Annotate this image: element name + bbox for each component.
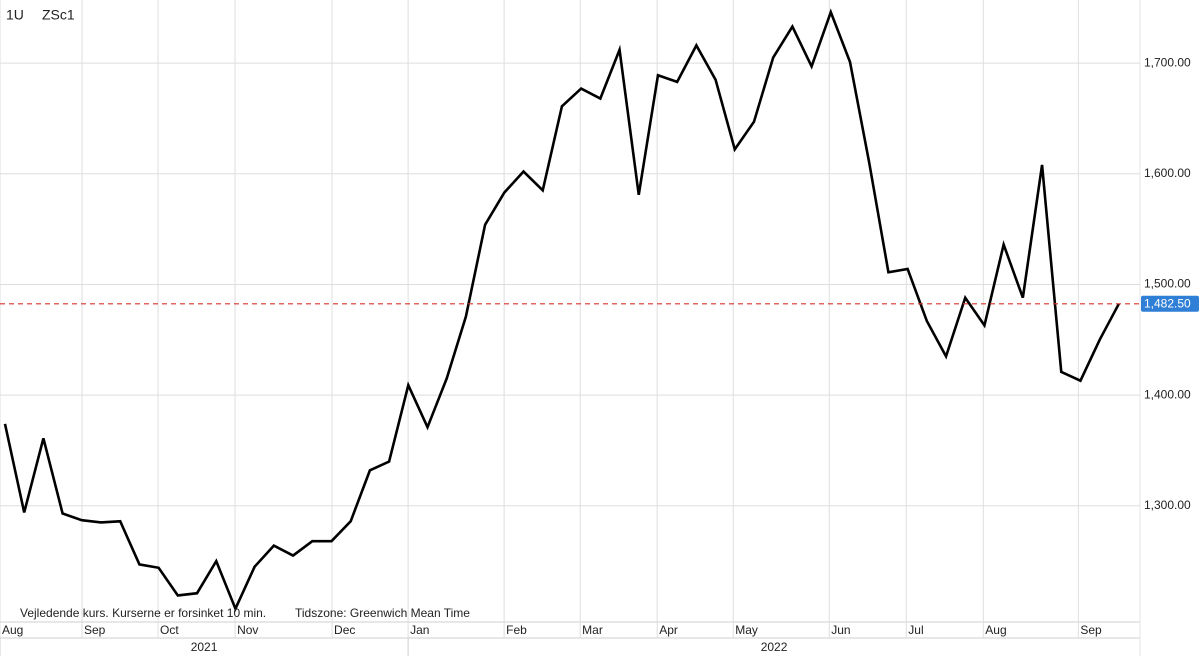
delay-note: Vejledende kurs. Kurserne er forsinket 1… — [20, 606, 266, 620]
y-tick-label: 1,300.00 — [1144, 498, 1191, 512]
y-tick-label: 1,600.00 — [1144, 166, 1191, 180]
x-tick-label: Sep — [84, 623, 106, 637]
year-label: 2021 — [191, 640, 218, 654]
x-tick-label: Jun — [831, 623, 850, 637]
symbol-label: ZSc1 — [42, 7, 75, 23]
x-tick-label: Jan — [410, 623, 429, 637]
last-price-box — [1141, 295, 1199, 312]
year-label: 2022 — [761, 640, 788, 654]
x-tick-label: Jul — [908, 623, 923, 637]
price-line — [3, 8, 1121, 613]
x-tick-label: Aug — [2, 623, 23, 637]
x-tick-label: Apr — [659, 623, 678, 637]
x-tick-label: Nov — [237, 623, 258, 637]
y-tick-label: 1,500.00 — [1144, 277, 1191, 291]
last-price-label: 1,482.50 — [1144, 296, 1191, 310]
x-tick-label: Aug — [985, 623, 1006, 637]
y-tick-label: 1,700.00 — [1144, 55, 1191, 69]
x-tick-label: Oct — [160, 623, 179, 637]
y-tick-label: 1,400.00 — [1144, 387, 1191, 401]
period-label: 1U — [6, 7, 24, 23]
x-tick-label: Sep — [1080, 623, 1102, 637]
x-tick-label: Feb — [506, 623, 527, 637]
x-tick-label: May — [735, 623, 758, 637]
x-tick-label: Dec — [334, 623, 355, 637]
x-tick-label: Mar — [582, 623, 603, 637]
timezone-note: Tidszone: Greenwich Mean Time — [295, 606, 470, 620]
